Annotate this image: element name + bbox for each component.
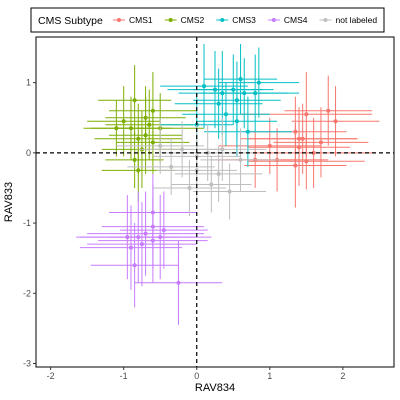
data-point bbox=[253, 91, 258, 96]
series-cms4 bbox=[76, 173, 223, 325]
series-not-labeled bbox=[116, 117, 281, 220]
series-cms2 bbox=[83, 65, 205, 202]
data-point bbox=[300, 136, 305, 141]
plot-panel bbox=[35, 36, 395, 368]
data-point bbox=[187, 185, 192, 190]
data-point bbox=[136, 168, 141, 173]
data-point bbox=[121, 119, 126, 124]
data-point bbox=[132, 98, 137, 103]
legend-label: CMS2 bbox=[181, 15, 205, 25]
y-axis-title: RAV833 bbox=[3, 182, 15, 222]
data-point bbox=[304, 112, 309, 117]
data-point bbox=[227, 189, 232, 194]
panel-border bbox=[35, 36, 395, 368]
series-cms1 bbox=[211, 72, 380, 208]
legend-key-point bbox=[168, 18, 173, 22]
x-tick-label: -2 bbox=[47, 371, 55, 381]
data-point bbox=[114, 126, 119, 131]
y-tick-label: -3 bbox=[23, 358, 31, 368]
data-point bbox=[231, 87, 236, 92]
x-axis-title: RAV834 bbox=[195, 382, 235, 394]
legend-title: CMS Subtype bbox=[38, 15, 103, 27]
data-marks bbox=[76, 44, 380, 325]
legend-entry: CMS4 bbox=[267, 15, 308, 25]
data-point bbox=[128, 245, 133, 250]
y-tick-label: -2 bbox=[23, 288, 31, 298]
y-tick-label: 1 bbox=[26, 78, 31, 88]
legend-key-point bbox=[323, 18, 328, 22]
data-point bbox=[143, 231, 148, 236]
legend-label: CMS1 bbox=[129, 15, 153, 25]
legend-entry: CMS3 bbox=[216, 15, 256, 25]
legend: CMS Subtype CMS1 CMS2 CMS3 CMS4 not labeled bbox=[30, 7, 385, 33]
data-point bbox=[132, 157, 137, 162]
data-point bbox=[158, 143, 163, 148]
y-axis: -3 -2 -1 0 1 bbox=[23, 78, 36, 368]
data-point bbox=[147, 122, 152, 127]
x-tick-label: 1 bbox=[267, 371, 272, 381]
legend-key-point bbox=[271, 18, 276, 22]
data-point bbox=[158, 235, 163, 240]
y-tick-label: -1 bbox=[23, 218, 31, 228]
data-point bbox=[234, 119, 239, 124]
data-point bbox=[293, 163, 298, 168]
data-point bbox=[161, 228, 166, 233]
data-point bbox=[267, 143, 272, 148]
legend-key-point bbox=[220, 18, 225, 22]
data-point bbox=[256, 80, 261, 85]
data-point bbox=[216, 171, 221, 176]
legend-label: CMS4 bbox=[284, 15, 308, 25]
legend-label: CMS3 bbox=[232, 15, 256, 25]
data-point bbox=[238, 157, 243, 162]
legend-entry: CMS1 bbox=[113, 15, 153, 25]
data-point bbox=[169, 164, 174, 169]
reference-lines bbox=[36, 37, 394, 367]
data-point bbox=[311, 150, 316, 155]
legend-key-point bbox=[117, 18, 121, 22]
data-point bbox=[150, 140, 155, 145]
data-point bbox=[220, 147, 225, 152]
legend-label: not labeled bbox=[336, 15, 378, 25]
x-tick-label: 0 bbox=[194, 371, 199, 381]
legend-entry: not labeled bbox=[319, 15, 378, 25]
y-tick-label: 0 bbox=[26, 148, 31, 158]
data-point bbox=[318, 140, 323, 145]
data-point bbox=[238, 77, 243, 82]
data-point bbox=[245, 129, 250, 134]
x-tick-label: -1 bbox=[120, 371, 128, 381]
legend-entry: CMS2 bbox=[164, 15, 205, 25]
x-axis: -2 -1 0 1 2 bbox=[47, 367, 345, 381]
series-cms3 bbox=[160, 44, 300, 167]
data-point bbox=[202, 84, 207, 89]
data-point bbox=[143, 133, 148, 138]
data-point bbox=[216, 101, 221, 106]
data-point bbox=[223, 112, 228, 117]
data-point bbox=[333, 119, 338, 124]
data-point bbox=[326, 108, 331, 113]
data-point bbox=[132, 263, 137, 268]
data-point bbox=[209, 182, 214, 187]
data-point bbox=[176, 280, 181, 285]
x-tick-label: 2 bbox=[340, 371, 345, 381]
data-point bbox=[150, 210, 155, 215]
data-point bbox=[139, 242, 144, 247]
